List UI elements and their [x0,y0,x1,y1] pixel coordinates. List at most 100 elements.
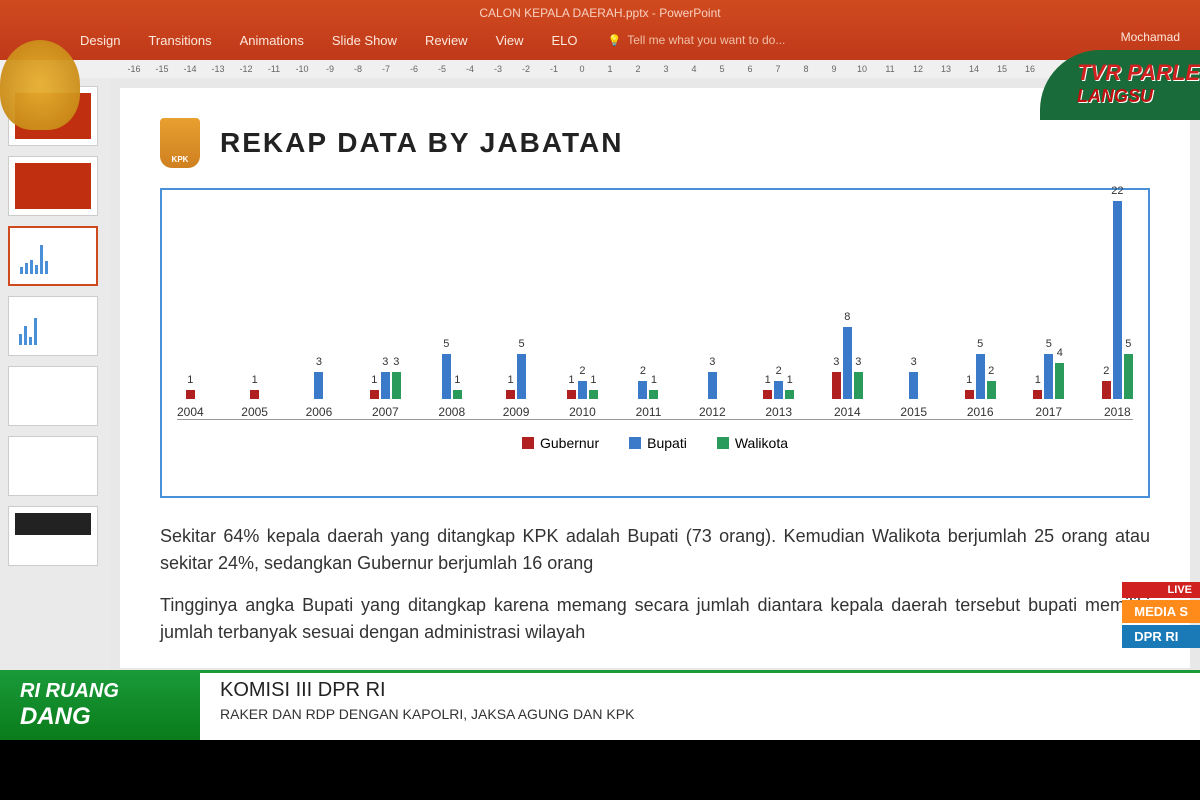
powerpoint-ribbon: CALON KEPALA DAERAH.pptx - PowerPoint De… [0,0,1200,60]
bar-value-label: 1 [568,374,574,386]
tv-logo-line2: LANGSU [1077,86,1200,107]
bar-value-label: 3 [382,356,388,368]
user-name[interactable]: Mochamad [1121,30,1180,44]
year-label: 2005 [241,405,268,419]
bar-value-label: 2 [640,365,646,377]
bar-value-label: 1 [454,374,460,386]
legend-swatch [629,437,641,449]
year-label: 2011 [636,405,662,419]
watermark-suffix: .com [1129,710,1170,727]
ruler-tick: 6 [736,64,764,74]
ruler-tick: 14 [960,64,988,74]
chart-plot-area: 1200412005320061332007512008152009121201… [177,210,1133,420]
bar: 3 [854,372,863,399]
lt-left-line1: RI RUANG [20,680,180,703]
ribbon-tab[interactable]: Design [80,33,120,48]
bar-value-label: 1 [966,374,972,386]
bar: 2 [638,381,647,399]
year-group: 212011 [636,381,662,419]
year-group: 1212010 [567,381,598,419]
bar: 5 [1044,354,1053,399]
year-label: 2009 [503,405,530,419]
bar-value-label: 1 [787,374,793,386]
ruler-tick: 15 [988,64,1016,74]
ribbon-tab[interactable]: View [496,33,524,48]
bar: 3 [314,372,323,399]
ribbon-tab[interactable]: Animations [240,33,304,48]
lower-third-left: RI RUANG DANG [0,670,200,740]
ribbon-tab[interactable]: Review [425,33,468,48]
thumbnail-slide[interactable] [8,156,98,216]
ruler-tick: -10 [288,64,316,74]
thumbnail-slide-active[interactable] [8,226,98,286]
bar-value-label: 1 [651,374,657,386]
bar: 3 [381,372,390,399]
year-group: 22252018 [1102,201,1133,419]
ruler-tick: 5 [708,64,736,74]
legend-item: Gubernur [522,435,599,451]
antara-watermark: ANTARANEWS.com [919,698,1170,730]
year-group: 32006 [306,372,333,419]
bar: 1 [370,390,379,399]
slide-canvas-wrap: REKAP DATA BY JABATAN 120041200532006133… [110,78,1200,678]
bar-value-label: 2 [1103,365,1109,377]
ruler-tick: -5 [428,64,456,74]
bar: 1 [250,390,259,399]
legend-swatch [522,437,534,449]
year-label: 2013 [765,405,792,419]
legend-swatch [717,437,729,449]
bar-value-label: 22 [1111,185,1123,197]
ruler-tick: -14 [176,64,204,74]
watermark-text: ANTARANEWS [919,698,1129,729]
bar-value-label: 5 [1125,338,1131,350]
bar: 3 [392,372,401,399]
ruler-tick: 8 [792,64,820,74]
ruler-tick: 1 [596,64,624,74]
bar: 1 [567,390,576,399]
editor-area: REKAP DATA BY JABATAN 120041200532006133… [0,78,1200,678]
ribbon-tab[interactable]: Transitions [148,33,211,48]
year-group: 12004 [177,390,204,419]
ruler-tick: -7 [372,64,400,74]
thumbnail-slide[interactable] [8,436,98,496]
ribbon-tab[interactable]: ELO [552,33,578,48]
year-label: 2014 [834,405,861,419]
year-label: 2007 [372,405,399,419]
bar-value-label: 3 [709,356,715,368]
bar-value-label: 2 [988,365,994,377]
bar-value-label: 5 [518,338,524,350]
thumbnail-slide[interactable] [8,366,98,426]
paragraph: Tingginya angka Bupati yang ditangkap ka… [160,592,1150,646]
year-group: 1542017 [1033,354,1064,419]
bar-value-label: 2 [776,365,782,377]
ruler-tick: -8 [344,64,372,74]
bar-value-label: 2 [579,365,585,377]
bar: 1 [965,390,974,399]
bar: 8 [843,327,852,399]
bar: 22 [1113,201,1122,399]
bar-value-label: 1 [590,374,596,386]
year-label: 2017 [1035,405,1062,419]
ribbon-tab[interactable]: Slide Show [332,33,397,48]
bar: 1 [506,390,515,399]
bar: 5 [1124,354,1133,399]
bar-value-label: 1 [371,374,377,386]
ruler-tick: -1 [540,64,568,74]
bar: 1 [589,390,598,399]
year-group: 32015 [900,372,927,419]
live-badge: LIVE MEDIA S DPR RI [1122,582,1200,650]
bar: 5 [976,354,985,399]
slide-canvas[interactable]: REKAP DATA BY JABATAN 120041200532006133… [120,88,1190,668]
horizontal-ruler: -16-15-14-13-12-11-10-9-8-7-6-5-4-3-2-10… [0,60,1200,78]
bar: 1 [1033,390,1042,399]
media-label: MEDIA S [1122,600,1200,623]
year-group: 1212013 [763,381,794,419]
ruler-tick: -16 [120,64,148,74]
thumbnail-slide[interactable] [8,296,98,356]
year-group: 32012 [699,372,726,419]
bar-value-label: 1 [507,374,513,386]
thumbnail-slide[interactable] [8,506,98,566]
tell-me-search[interactable]: Tell me what you want to do... [608,33,786,47]
legend-label: Walikota [735,435,788,451]
ruler-tick: -15 [148,64,176,74]
